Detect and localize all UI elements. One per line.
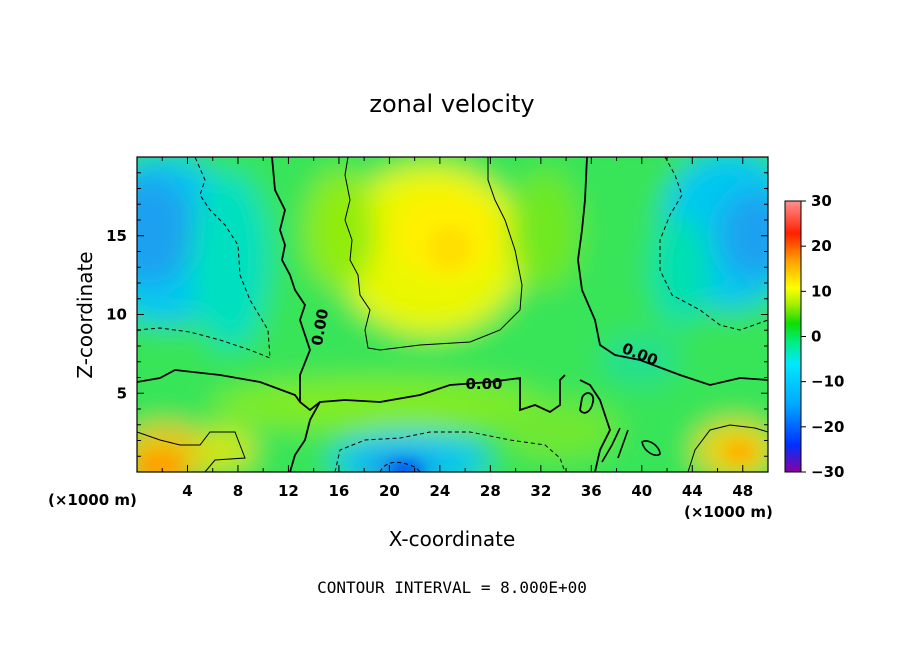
- x-tick-label: 16: [328, 482, 349, 500]
- x-unit-label-right: (×1000 m): [684, 503, 773, 521]
- y-tick-label: 15: [106, 227, 127, 245]
- x-tick-label: 8: [233, 482, 243, 500]
- x-tick-label: 12: [278, 482, 299, 500]
- x-tick-label: 44: [682, 482, 703, 500]
- heatmap-field: [137, 157, 768, 472]
- x-tick-label: 24: [429, 482, 450, 500]
- colorbar-tick-label: −20: [811, 418, 844, 436]
- x-tick-label: 36: [581, 482, 602, 500]
- x-axis-label: X-coordinate: [389, 527, 516, 551]
- x-tick-label: 40: [631, 482, 652, 500]
- x-axis: 4 8 12 16 20 24 28 32 36 40 44 48: [161, 157, 753, 500]
- contour-lines: [137, 157, 768, 472]
- colorbar-tick-label: 10: [811, 282, 832, 300]
- x-tick-label: 48: [732, 482, 753, 500]
- y-tick-label: 10: [106, 306, 127, 324]
- colorbar-tick-label: 20: [811, 237, 832, 255]
- x-tick-label: 4: [182, 482, 192, 500]
- x-tick-label: 20: [379, 482, 400, 500]
- y-axis-label: Z-coordinate: [73, 251, 97, 378]
- x-unit-label: (×1000 m): [48, 491, 137, 509]
- colorbar-tick-label: 0: [811, 328, 821, 346]
- colorbar-tick-label: 30: [811, 192, 832, 210]
- x-tick-label: 28: [480, 482, 501, 500]
- colorbar-tick-label: −30: [811, 463, 844, 481]
- colorbar-tick-label: −10: [811, 373, 844, 391]
- contour-label: 0.00: [465, 375, 502, 393]
- y-tick-label: 5: [117, 384, 127, 402]
- y-axis: 5 10 15: [106, 172, 768, 457]
- contour-interval-note: CONTOUR INTERVAL = 8.000E+00: [317, 578, 587, 597]
- colorbar: [784, 200, 802, 473]
- x-tick-label: 32: [530, 482, 551, 500]
- chart-title: zonal velocity: [369, 90, 534, 118]
- colorbar-ticks: 30 20 10 0 −10 −20 −30: [801, 192, 844, 481]
